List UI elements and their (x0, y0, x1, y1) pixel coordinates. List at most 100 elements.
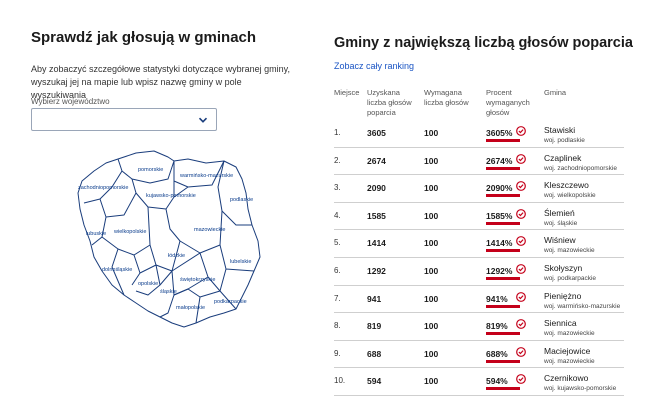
row-percent: 2674% (486, 155, 513, 166)
region-border-lodzkie[interactable] (149, 240, 181, 272)
region-border-lubelskie[interactable] (219, 244, 255, 310)
table-row[interactable]: 8. 819 100 819% Siennica woj. mazowiecki… (334, 313, 624, 341)
row-gmina-voivodeship: woj. śląskie (544, 219, 578, 227)
percent-bar (486, 276, 520, 280)
row-percent: 688% (486, 348, 508, 359)
poland-outline (77, 150, 261, 328)
row-votes: 2090 (367, 183, 386, 194)
header-gmina: Gmina (544, 88, 567, 97)
row-required: 100 (424, 183, 439, 194)
table-row[interactable]: 1. 3605 100 3605% Stawiski woj. podlaski… (334, 120, 624, 148)
row-place: 2. (334, 155, 341, 165)
poland-map[interactable]: pomorskie warmińsko-mazurskie zachodniop… (76, 145, 266, 335)
row-gmina-voivodeship: woj. podlaskie (544, 137, 585, 144)
percent-bar (486, 332, 520, 336)
map-label-podkarpackie: podkarpackie (214, 299, 247, 305)
ranking-title: Gminy z największą liczbą głosów poparci… (334, 35, 633, 51)
row-percent: 594% (486, 376, 508, 387)
check-circle-icon (516, 126, 526, 136)
table-row[interactable]: 6. 1292 100 1292% Skołyszyn woj. podkarp… (334, 258, 624, 286)
map-label-opolskie: opolskie (138, 281, 158, 287)
table-row[interactable]: 2. 2674 100 2674% Czaplinek woj. zachodn… (334, 148, 624, 176)
full-ranking-link[interactable]: Zobacz cały ranking (334, 61, 415, 71)
row-gmina-name: Ślemień (544, 207, 575, 218)
row-required: 100 (424, 238, 439, 249)
map-label-lubuskie: lubuskie (86, 231, 106, 237)
row-gmina-name: Wiśniew (544, 235, 576, 246)
header-votes: Uzyskana liczba głosów poparcia (367, 88, 412, 117)
region-border-zachodniopomorskie[interactable] (83, 170, 123, 204)
region-border-podkarpackie[interactable] (199, 276, 221, 298)
percent-bar (486, 304, 520, 308)
table-row[interactable]: 3. 2090 100 2090% Kleszczewo woj. wielko… (334, 175, 624, 203)
map-label-slaskie: śląskie (160, 289, 177, 295)
row-votes: 941 (367, 293, 382, 304)
row-votes: 1414 (367, 238, 386, 249)
table-row[interactable]: 7. 941 100 941% Pieniężno woj. warmińsko… (334, 286, 624, 314)
row-percent: 3605% (486, 128, 513, 138)
map-label-zachodniopomorskie: zachodniopomorskie (78, 185, 128, 191)
voivodeship-select[interactable] (31, 108, 217, 131)
map-label-warminsko-mazurskie: warmińsko-mazurskie (179, 173, 233, 179)
map-label-kujawsko-pomorskie: kujawsko-pomorskie (146, 193, 196, 199)
percent-bar (486, 359, 520, 363)
row-place: 9. (334, 348, 341, 358)
percent-bar (486, 194, 520, 198)
chevron-down-icon (198, 117, 208, 123)
row-required: 100 (424, 128, 439, 138)
percent-bar (486, 166, 520, 170)
percent-bar (486, 221, 520, 225)
search-panel-title: Sprawdź jak głosują w gminach (31, 29, 257, 46)
row-votes: 3605 (367, 128, 386, 138)
header-percent: Procent wymaganych głosów (486, 88, 530, 117)
header-required: Wymagana liczba głosów (424, 88, 469, 107)
row-required: 100 (424, 348, 439, 359)
check-circle-icon (516, 264, 526, 274)
row-required: 100 (424, 265, 439, 276)
row-gmina-voivodeship: woj. warmińsko-mazurskie (544, 302, 621, 310)
table-row[interactable]: 9. 688 100 688% Maciejowice woj. mazowie… (334, 341, 624, 369)
table-row[interactable]: 4. 1585 100 1585% Ślemień woj. śląskie (334, 203, 624, 231)
check-circle-icon (516, 319, 526, 330)
row-gmina-voivodeship: woj. mazowieckie (544, 247, 595, 255)
check-circle-icon (516, 181, 526, 192)
map-label-wielkopolskie: wielkopolskie (113, 229, 146, 235)
row-gmina-name: Stawiski (544, 125, 576, 135)
percent-bar (486, 249, 520, 253)
row-place: 8. (334, 321, 341, 331)
row-percent: 941% (486, 293, 508, 304)
check-circle-icon (516, 374, 526, 385)
table-row[interactable]: 10. 594 100 594% Czernikowo woj. kujawsk… (334, 368, 624, 396)
poland-map-svg[interactable]: pomorskie warmińsko-mazurskie zachodniop… (76, 145, 266, 335)
row-gmina-voivodeship: woj. kujawsko-pomorskie (544, 385, 617, 393)
row-percent: 2090% (486, 183, 513, 194)
table-row[interactable]: 5. 1414 100 1414% Wiśniew woj. mazowieck… (334, 230, 624, 258)
row-place: 7. (334, 293, 341, 303)
row-gmina-name: Czaplinek (544, 152, 582, 163)
check-circle-icon (516, 153, 526, 164)
row-place: 3. (334, 183, 341, 193)
row-required: 100 (424, 321, 439, 332)
row-gmina-voivodeship: woj. mazowieckie (544, 357, 595, 365)
row-gmina-name: Czernikowo (544, 373, 589, 384)
row-place: 5. (334, 238, 341, 248)
row-gmina-name: Kleszczewo (544, 180, 589, 191)
row-place: 10. (334, 376, 346, 386)
ranking-table-body: 1. 3605 100 3605% Stawiski woj. podlaski… (334, 120, 624, 396)
region-border-lubuskie[interactable] (91, 198, 107, 246)
region-border-kujawsko[interactable] (131, 178, 175, 210)
row-place: 4. (334, 210, 341, 220)
ranking-table-header: Miejsce Uzyskana liczba głosów poparcia … (334, 88, 624, 120)
row-place: 1. (334, 128, 341, 137)
row-percent: 1414% (486, 238, 513, 249)
region-border-malopolskie[interactable] (173, 288, 201, 324)
region-border-pomorskie[interactable] (117, 158, 175, 184)
row-place: 6. (334, 265, 341, 275)
row-gmina-name: Maciejowice (544, 345, 591, 356)
row-gmina-name: Siennica (544, 318, 577, 329)
region-border-mazowieckie[interactable] (165, 186, 223, 254)
row-required: 100 (424, 210, 439, 221)
map-label-lubelskie: lubelskie (230, 259, 251, 265)
check-circle-icon (516, 208, 526, 219)
row-votes: 594 (367, 376, 382, 387)
